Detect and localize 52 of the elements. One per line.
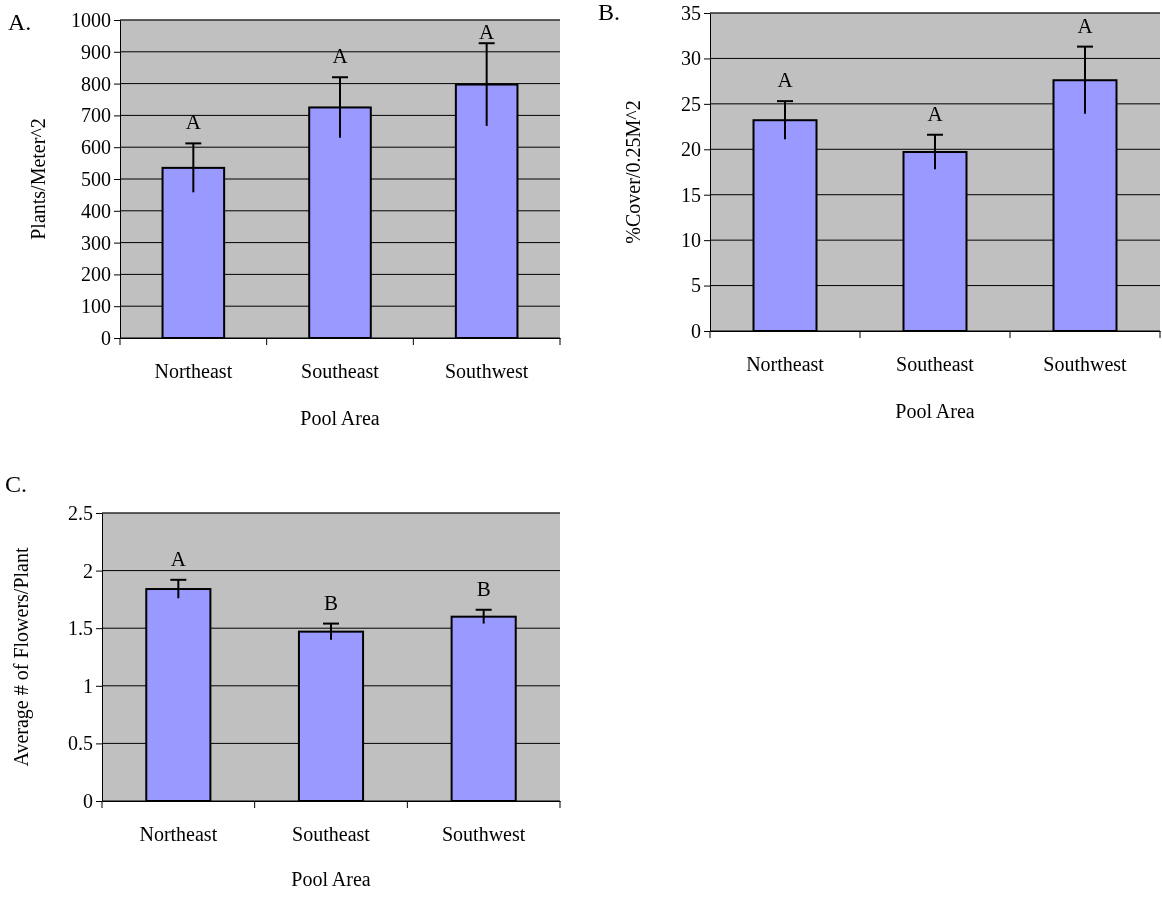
x-axis-title: Pool Area xyxy=(300,407,380,429)
x-tick-label: Northeast xyxy=(746,353,825,376)
x-tick-label: Southeast xyxy=(292,823,371,846)
y-axis-title: %Cover/0.25M^2 xyxy=(622,100,644,244)
x-tick-label: Southwest xyxy=(1043,353,1128,376)
chart-title: B. xyxy=(598,0,621,25)
x-tick-label: Southwest xyxy=(441,823,526,846)
y-tick-label: 25 xyxy=(681,92,701,115)
y-tick-label: 700 xyxy=(81,104,111,127)
y-tick-label: 15 xyxy=(681,183,701,206)
annotation: A xyxy=(185,110,202,135)
y-tick-label: 30 xyxy=(681,47,701,70)
chart-title: A. xyxy=(8,9,32,35)
y-axis-title: Plants/Meter^2 xyxy=(27,118,49,240)
annotation: A xyxy=(170,546,187,571)
y-tick-label: 10 xyxy=(681,229,701,252)
y-tick-label: 0 xyxy=(83,789,93,812)
y-tick-label: 300 xyxy=(81,231,111,254)
y-tick-label: 800 xyxy=(81,72,111,95)
y-tick-label: 0 xyxy=(691,319,701,342)
chart-title: C. xyxy=(5,471,28,497)
x-tick-label: Northeast xyxy=(154,360,233,383)
y-tick-label: 400 xyxy=(81,199,111,222)
y-tick-label: 35 xyxy=(681,1,701,24)
y-axis-title: Average # of Flowers/Plant xyxy=(10,547,33,767)
annotation: A xyxy=(1077,13,1094,38)
y-tick-label: 1.5 xyxy=(68,617,93,640)
annotation: B xyxy=(476,576,491,601)
y-tick-label: 2 xyxy=(83,559,93,582)
annotation: A xyxy=(927,101,944,126)
x-tick-label: Southeast xyxy=(896,353,975,376)
y-tick-label: 500 xyxy=(81,167,111,190)
y-tick-label: 600 xyxy=(81,136,111,159)
x-tick-label: Northeast xyxy=(139,823,218,846)
annotation: B xyxy=(323,590,339,615)
y-tick-label: 2.5 xyxy=(68,501,93,524)
y-tick-label: 900 xyxy=(81,40,111,63)
y-tick-label: 0 xyxy=(101,326,111,349)
annotation: A xyxy=(479,20,496,44)
x-axis-title: Pool Area xyxy=(895,400,975,422)
y-tick-label: 100 xyxy=(81,295,111,318)
y-tick-label: 1000 xyxy=(71,8,111,31)
x-axis-title: Pool Area xyxy=(291,868,371,890)
annotation: A xyxy=(332,44,349,69)
y-tick-label: 20 xyxy=(681,138,701,161)
y-tick-label: 5 xyxy=(691,274,701,297)
x-tick-label: Southwest xyxy=(444,360,529,383)
y-tick-label: 200 xyxy=(81,263,111,286)
x-tick-label: Southeast xyxy=(301,360,380,383)
annotation: A xyxy=(777,68,794,93)
y-tick-label: 0.5 xyxy=(68,732,93,755)
y-tick-label: 1 xyxy=(83,674,93,697)
